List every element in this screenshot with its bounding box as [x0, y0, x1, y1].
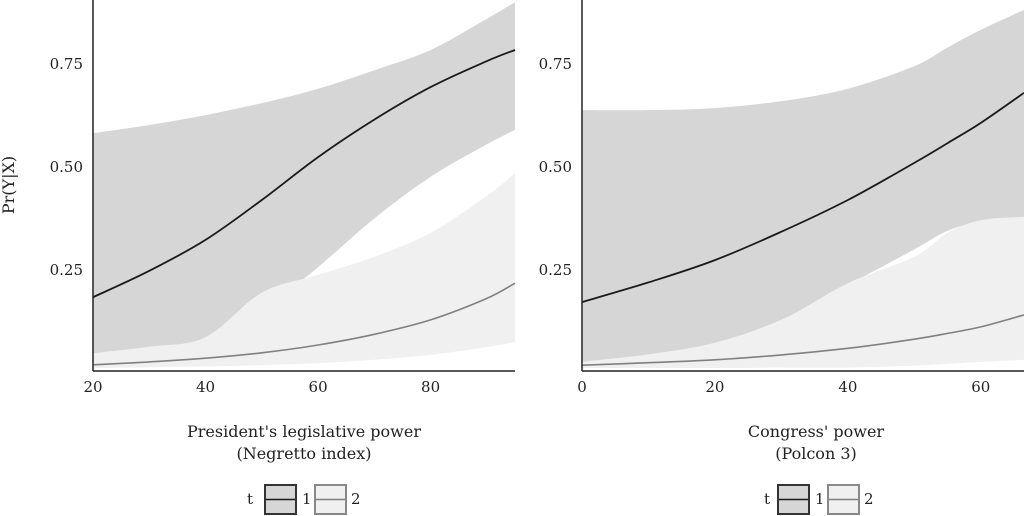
right-x-tick-label: 60 [971, 378, 990, 396]
left-y-tick-label: 0.75 [50, 55, 83, 73]
left-x-tick-label: 80 [421, 378, 440, 396]
right-y-tick-label: 0.50 [539, 158, 572, 176]
left-line-series-2 [92, 282, 516, 366]
right-ci-band-series-1 [582, 10, 1024, 362]
right-line-series-1 [581, 92, 1024, 303]
left-x-tick-label: 60 [309, 378, 328, 396]
left-x-tick-label: 20 [83, 378, 102, 396]
right-panel: 0 20 40 60 0.25 0.50 0.75 Congress' power (Pol… [539, 0, 1024, 515]
left-x-axis-title-line2: (Negretto index) [236, 444, 371, 463]
left-ci-band-series-2 [93, 173, 515, 369]
right-x-axis-title-line2: (Polcon 3) [775, 444, 857, 463]
right-plot-area: 0 20 40 60 0.25 0.50 0.75 [539, 0, 1024, 396]
left-legend-label-2: 2 [351, 490, 361, 508]
left-legend-title: t [247, 490, 253, 508]
left-x-axis-title-line1: President's legislative power [187, 422, 421, 441]
left-line-series-1 [92, 49, 516, 299]
right-legend: t 1 2 [764, 484, 874, 515]
left-legend: t 1 2 [247, 484, 361, 515]
right-legend-title: t [764, 490, 770, 508]
left-panel: 20 40 60 80 0.25 0.50 0.75 President's legisla… [50, 0, 516, 515]
right-line-series-2 [581, 314, 1024, 366]
y-axis-title: Pr(Y|X) [0, 156, 18, 214]
right-legend-label-1: 1 [815, 490, 825, 508]
right-x-axis-title-line1: Congress' power [748, 422, 884, 441]
right-y-tick-label: 0.75 [539, 55, 572, 73]
right-ci-band-series-2 [582, 216, 1024, 369]
right-y-tick-label: 0.25 [539, 261, 572, 279]
right-x-tick-label: 20 [705, 378, 724, 396]
left-x-tick-label: 40 [196, 378, 215, 396]
right-x-tick-label: 40 [838, 378, 857, 396]
right-x-tick-label: 0 [577, 378, 587, 396]
right-legend-label-2: 2 [864, 490, 874, 508]
left-legend-label-1: 1 [302, 490, 312, 508]
left-y-tick-label: 0.50 [50, 158, 83, 176]
left-ci-band-series-1 [93, 2, 515, 355]
left-plot-area: 20 40 60 80 0.25 0.50 0.75 [50, 0, 516, 396]
left-y-tick-label: 0.25 [50, 261, 83, 279]
